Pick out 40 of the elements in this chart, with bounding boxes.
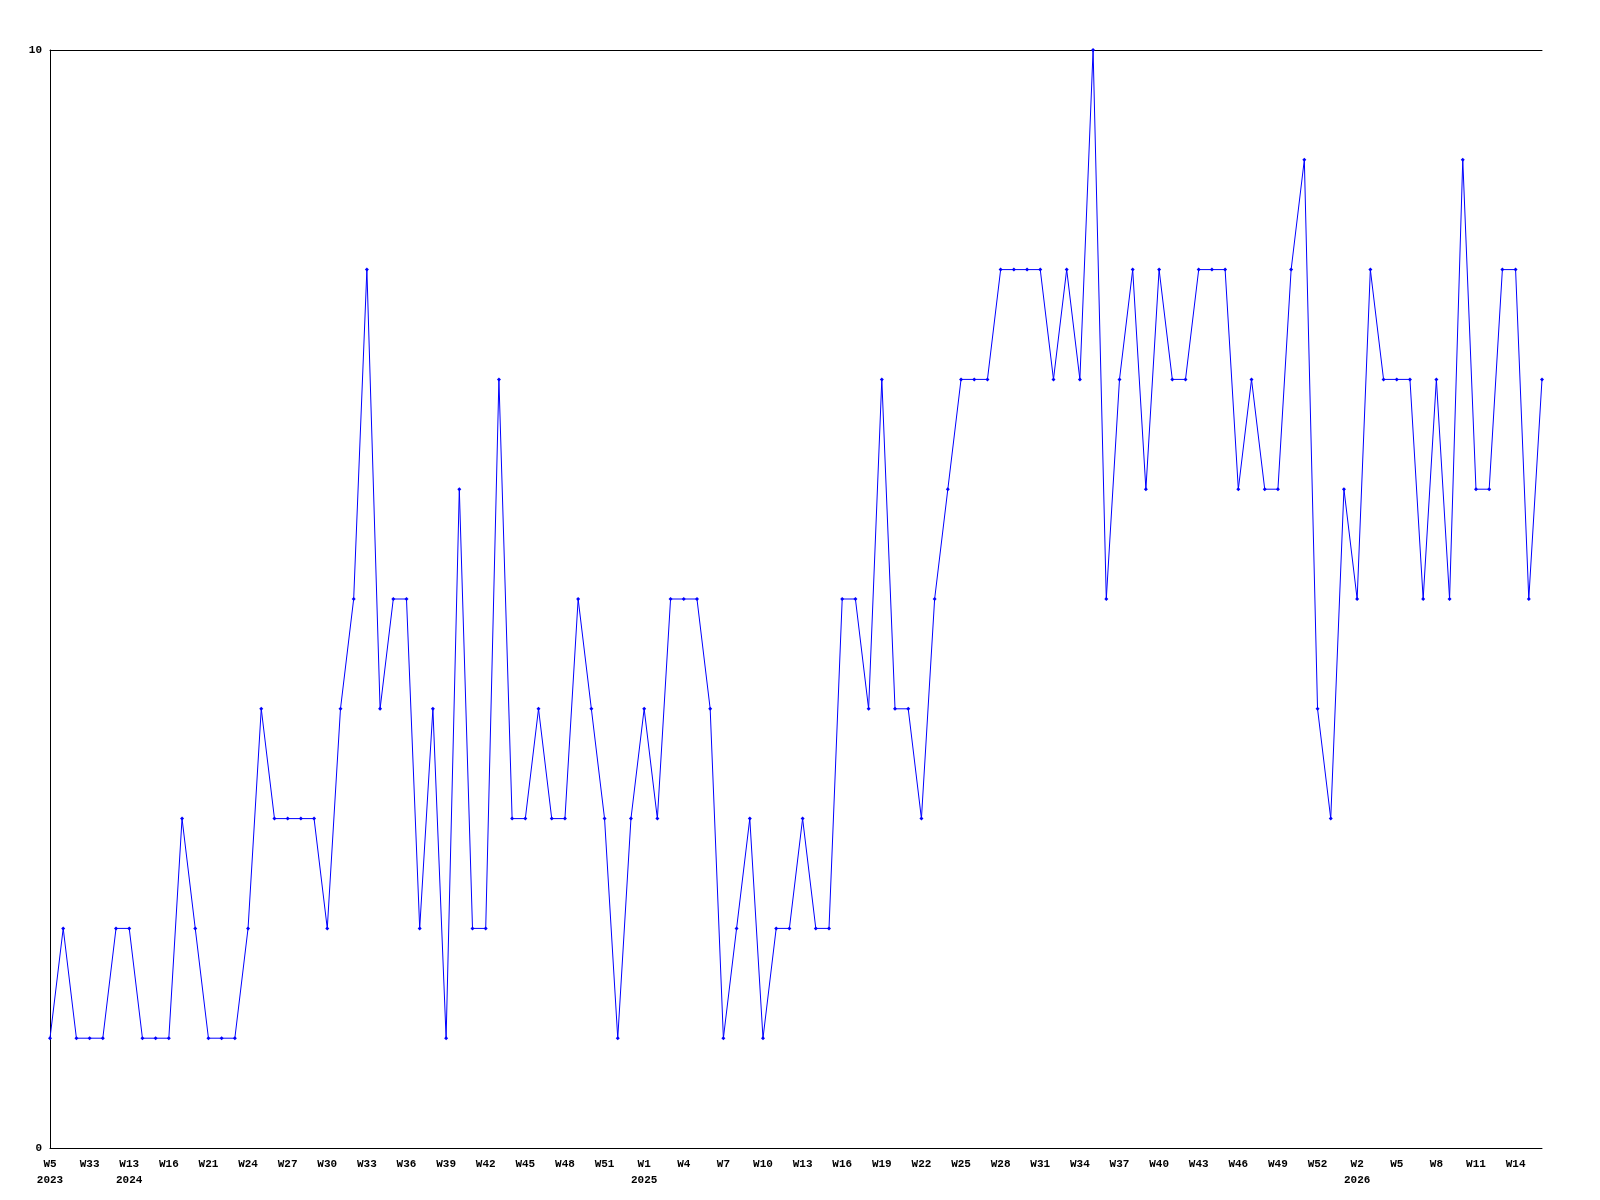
x-tick-label: W11 [1466,1158,1487,1170]
x-tick-label: W36 [396,1158,417,1170]
x-tick-label: W31 [1030,1158,1051,1170]
x-tick-label: W8 [1429,1158,1444,1170]
y-tick-label: 0 [35,1142,42,1154]
x-tick-label: W16 [832,1158,853,1170]
x-tick-label: W46 [1228,1158,1249,1170]
x-tick-label: W40 [1149,1158,1169,1170]
x-tick-label: W30 [317,1158,338,1170]
x-tick-label: W33 [356,1158,378,1170]
x-tick-label: W27 [277,1158,298,1170]
x-tick-label: W52 [1307,1158,1328,1170]
x-tick-label: W33 [79,1158,100,1170]
x-tick-label: W19 [871,1158,892,1170]
x-tick-label: W42 [475,1158,496,1170]
x-tick-label: W49 [1268,1158,1288,1170]
x-tick-label: W25 [951,1158,972,1170]
x-tick-label: W4 [677,1158,691,1170]
x-tick-label: W13 [792,1158,813,1170]
x-tick-label: W21 [198,1158,219,1170]
x-tick-label: W2 2026 [1343,1158,1371,1186]
x-tick-label: W48 [555,1158,576,1170]
x-tick-label: W45 [515,1158,536,1170]
x-tick-label: W43 [1188,1158,1209,1170]
x-tick-label: W24 [238,1158,259,1170]
x-tick-label: W34 [1069,1158,1091,1170]
x-tick-label: W16 [158,1158,179,1170]
x-tick-label: W22 [911,1158,932,1170]
x-tick-label: W37 [1109,1158,1130,1170]
x-tick-label: W13 2024 [116,1158,143,1186]
x-tick-label: W39 [436,1158,457,1170]
x-tick-label: W7 [716,1158,730,1170]
x-tick-label: W5 2023 [36,1158,64,1186]
x-tick-label: W10 [753,1158,773,1170]
x-tick-label: W14 [1505,1158,1526,1170]
x-tick-label: W1 2025 [630,1158,658,1186]
x-tick-label: W5 [1390,1158,1404,1170]
y-tick-label: 10 [28,44,42,56]
x-tick-label: W28 [990,1158,1011,1170]
x-tick-label: W51 [594,1158,615,1170]
